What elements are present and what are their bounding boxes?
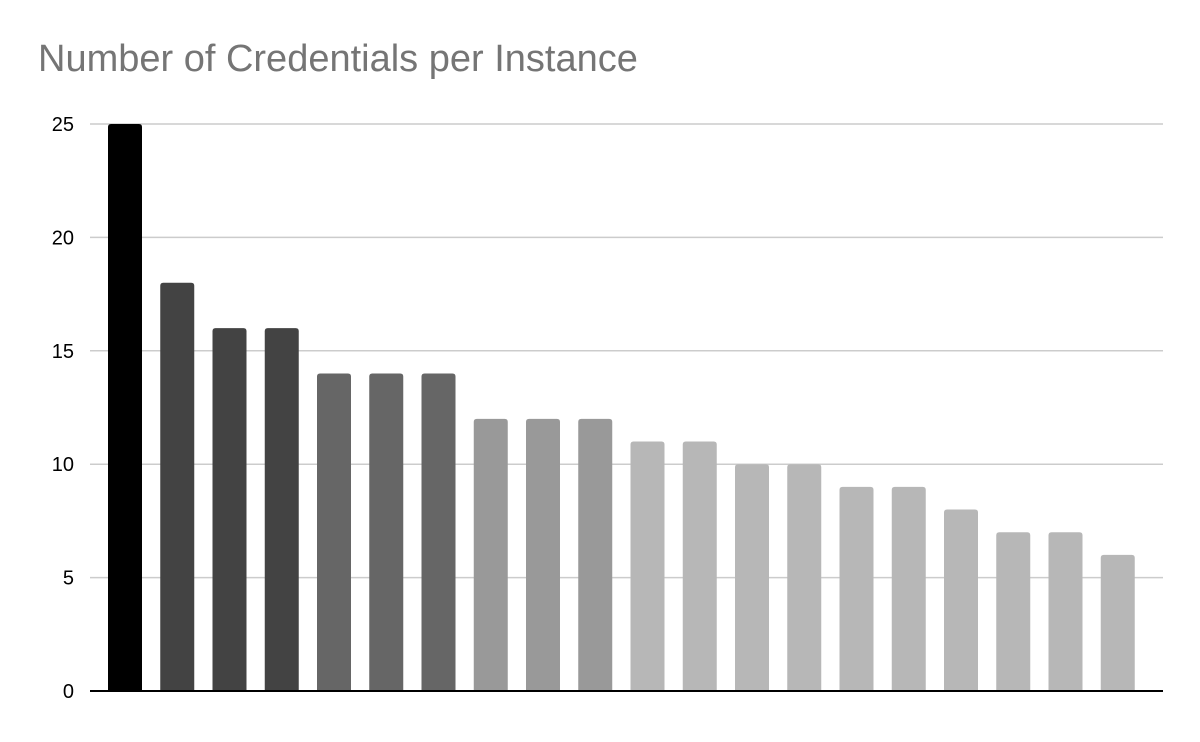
- bar: [526, 418, 560, 691]
- bar: [264, 328, 299, 691]
- gridlines: [90, 123, 1163, 579]
- bar: [839, 486, 874, 691]
- bar: [1048, 532, 1083, 691]
- bar: [996, 532, 1031, 691]
- bar: [787, 464, 822, 691]
- bar: [473, 418, 508, 691]
- bar: [891, 486, 926, 691]
- y-tick-label: 25: [52, 114, 74, 136]
- y-tick-label: 5: [63, 568, 74, 590]
- y-axis-tick-labels: 0 5 10 15 20 25: [52, 114, 74, 703]
- bar: [317, 373, 351, 691]
- bar: [630, 441, 665, 691]
- bar: [578, 418, 613, 691]
- chart-title: Number of Credentials per Instance: [38, 38, 638, 80]
- bar: [212, 328, 247, 691]
- bar: [682, 441, 717, 691]
- bars: [108, 124, 1135, 691]
- bar: [421, 373, 456, 691]
- bar: [108, 124, 142, 691]
- bar: [160, 282, 195, 691]
- bar: [735, 464, 769, 691]
- y-tick-label: 0: [63, 681, 74, 703]
- bar: [369, 373, 404, 691]
- y-tick-label: 10: [52, 454, 74, 476]
- y-tick-label: 15: [52, 341, 74, 363]
- bar: [944, 509, 978, 691]
- bar: [1100, 554, 1135, 691]
- y-tick-label: 20: [52, 227, 74, 249]
